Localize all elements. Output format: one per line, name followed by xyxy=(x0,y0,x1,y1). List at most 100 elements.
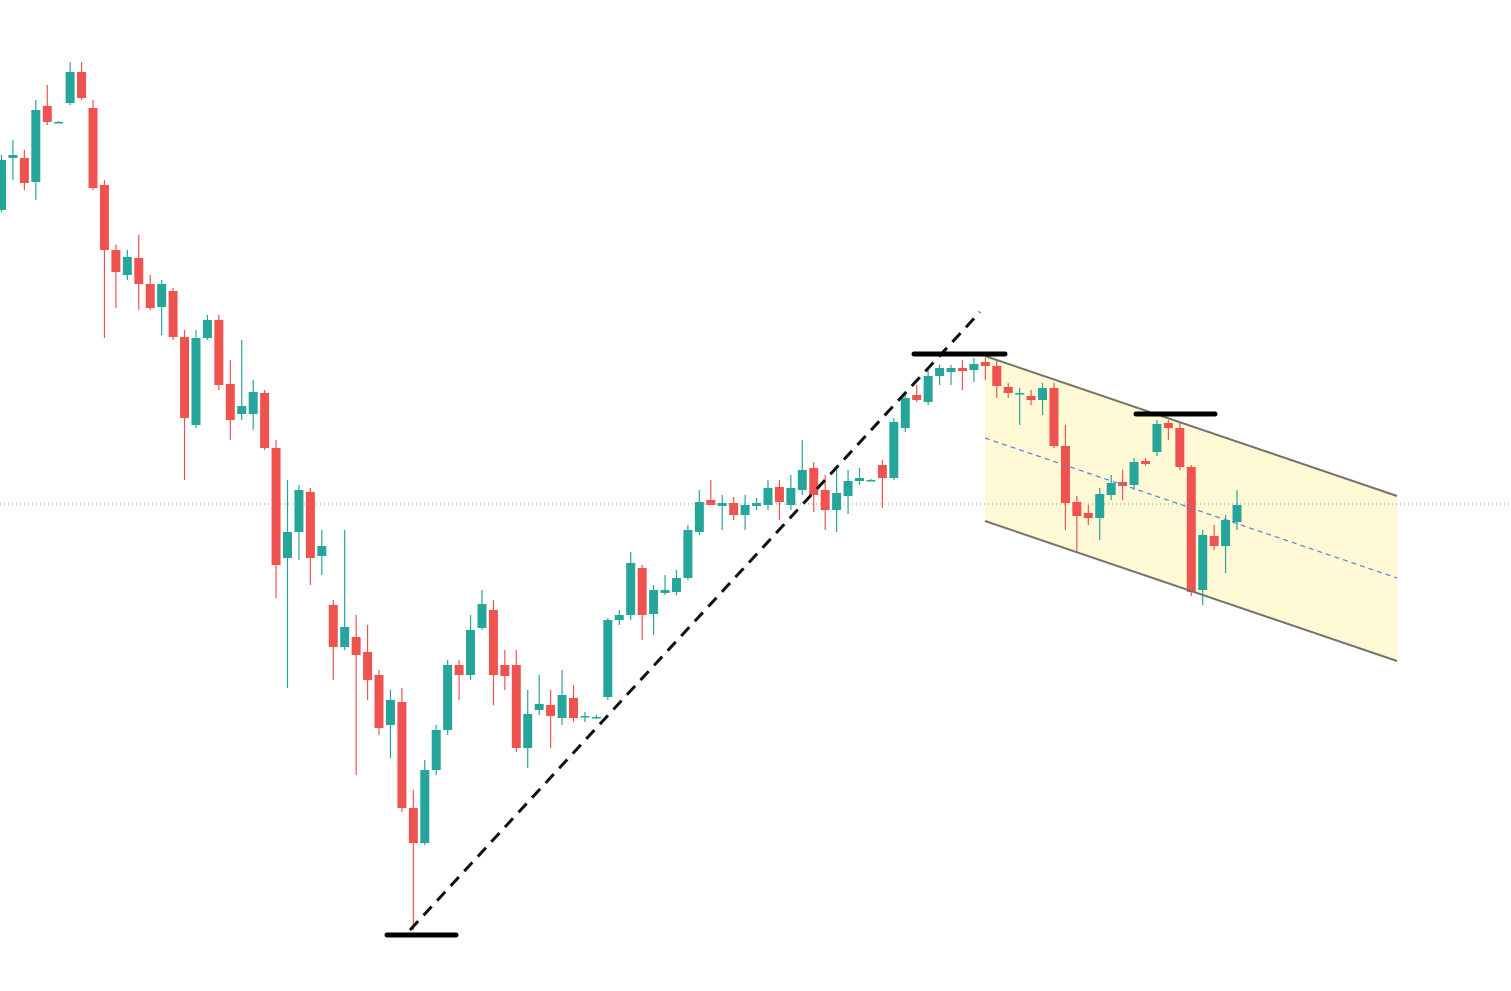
channel-upper xyxy=(984,355,1398,497)
candle-body xyxy=(214,320,224,385)
candle-body xyxy=(488,610,498,675)
candle-body xyxy=(8,155,18,158)
candle-body xyxy=(1095,494,1105,518)
candle-body xyxy=(340,627,350,647)
candle-body xyxy=(111,250,121,272)
candle-body xyxy=(809,468,819,495)
candle-body xyxy=(500,665,510,676)
candle-body xyxy=(180,337,190,418)
candle-body xyxy=(877,465,887,478)
candle-body xyxy=(317,546,327,556)
candle-body xyxy=(54,122,64,124)
candle-body xyxy=(1049,388,1059,446)
candle-body xyxy=(271,448,281,565)
candle-body xyxy=(248,392,258,414)
candle-body xyxy=(614,615,624,620)
candle-body xyxy=(145,284,155,308)
candle-body xyxy=(752,503,762,506)
candle-body xyxy=(912,395,922,400)
candle-body xyxy=(1060,446,1070,503)
candle-body xyxy=(843,481,853,496)
candle-body xyxy=(946,368,956,372)
candle-body xyxy=(1221,520,1231,546)
candle-body xyxy=(511,665,521,748)
candle-body xyxy=(65,72,75,103)
candle-body xyxy=(260,393,270,448)
candle-body xyxy=(1026,396,1036,400)
candle-body xyxy=(683,530,693,578)
candle-body xyxy=(889,422,899,478)
channel-mid xyxy=(984,437,1398,579)
candle-body xyxy=(649,590,659,614)
candle-body xyxy=(706,500,716,505)
candle-body xyxy=(786,488,796,505)
candle-body xyxy=(992,366,1002,386)
candle-body xyxy=(797,470,807,490)
candle-body xyxy=(191,338,201,425)
candle-body xyxy=(385,700,395,725)
candle-body xyxy=(420,770,430,843)
candle-body xyxy=(626,563,636,615)
candle-body xyxy=(88,108,98,188)
candle-body xyxy=(237,406,247,414)
candle-body xyxy=(408,808,418,843)
candle-body xyxy=(546,705,556,716)
candle-body xyxy=(1106,483,1116,495)
candle-body xyxy=(1083,513,1093,518)
candle-body xyxy=(900,398,910,428)
candle-body xyxy=(866,480,876,482)
candle-body xyxy=(832,493,842,510)
candle-body xyxy=(1015,393,1025,395)
candle-body xyxy=(957,368,967,371)
candle-body xyxy=(534,704,544,710)
candle-body xyxy=(557,695,567,718)
candle-body xyxy=(157,284,167,307)
candle-body xyxy=(77,72,87,98)
candle-body xyxy=(42,106,52,122)
candle-body xyxy=(1129,462,1139,485)
candle-body xyxy=(637,568,647,615)
candle-body xyxy=(363,652,373,680)
candle-body xyxy=(294,490,304,532)
candle-body xyxy=(820,490,830,510)
candle-body xyxy=(225,384,235,420)
candle-body xyxy=(1072,502,1082,516)
candles xyxy=(0,62,1242,930)
candle-body xyxy=(980,362,990,366)
candle-body xyxy=(397,702,407,808)
candle-body xyxy=(431,730,441,770)
candle-body xyxy=(717,503,727,506)
candle-body xyxy=(1232,505,1242,522)
candle-body xyxy=(351,637,361,655)
candle-body xyxy=(122,257,132,275)
candle-body xyxy=(763,488,773,505)
candle-body xyxy=(305,492,315,558)
candle-body xyxy=(0,160,6,210)
candle-body xyxy=(1003,387,1013,393)
candle-body xyxy=(477,604,487,628)
candle-body xyxy=(31,110,41,182)
candle-body xyxy=(99,185,109,250)
candle-body xyxy=(1152,424,1162,452)
candle-body xyxy=(591,717,601,719)
candle-body xyxy=(202,320,212,338)
candle-body xyxy=(374,675,384,728)
candle-body xyxy=(1198,535,1208,590)
candle-body xyxy=(855,478,864,481)
candle-body xyxy=(569,698,578,718)
channel-lower xyxy=(984,520,1398,662)
candle-body xyxy=(523,714,533,748)
candle-body xyxy=(671,578,681,592)
candle-body xyxy=(1209,536,1219,546)
candle-body xyxy=(134,258,144,284)
candle-body xyxy=(740,505,750,515)
candle-body xyxy=(694,502,704,532)
candle-body xyxy=(19,158,29,183)
candle-body xyxy=(923,376,933,402)
candle-body xyxy=(454,665,464,675)
candle-body xyxy=(935,368,945,376)
candle-body xyxy=(729,503,739,515)
candle-body xyxy=(168,291,178,337)
